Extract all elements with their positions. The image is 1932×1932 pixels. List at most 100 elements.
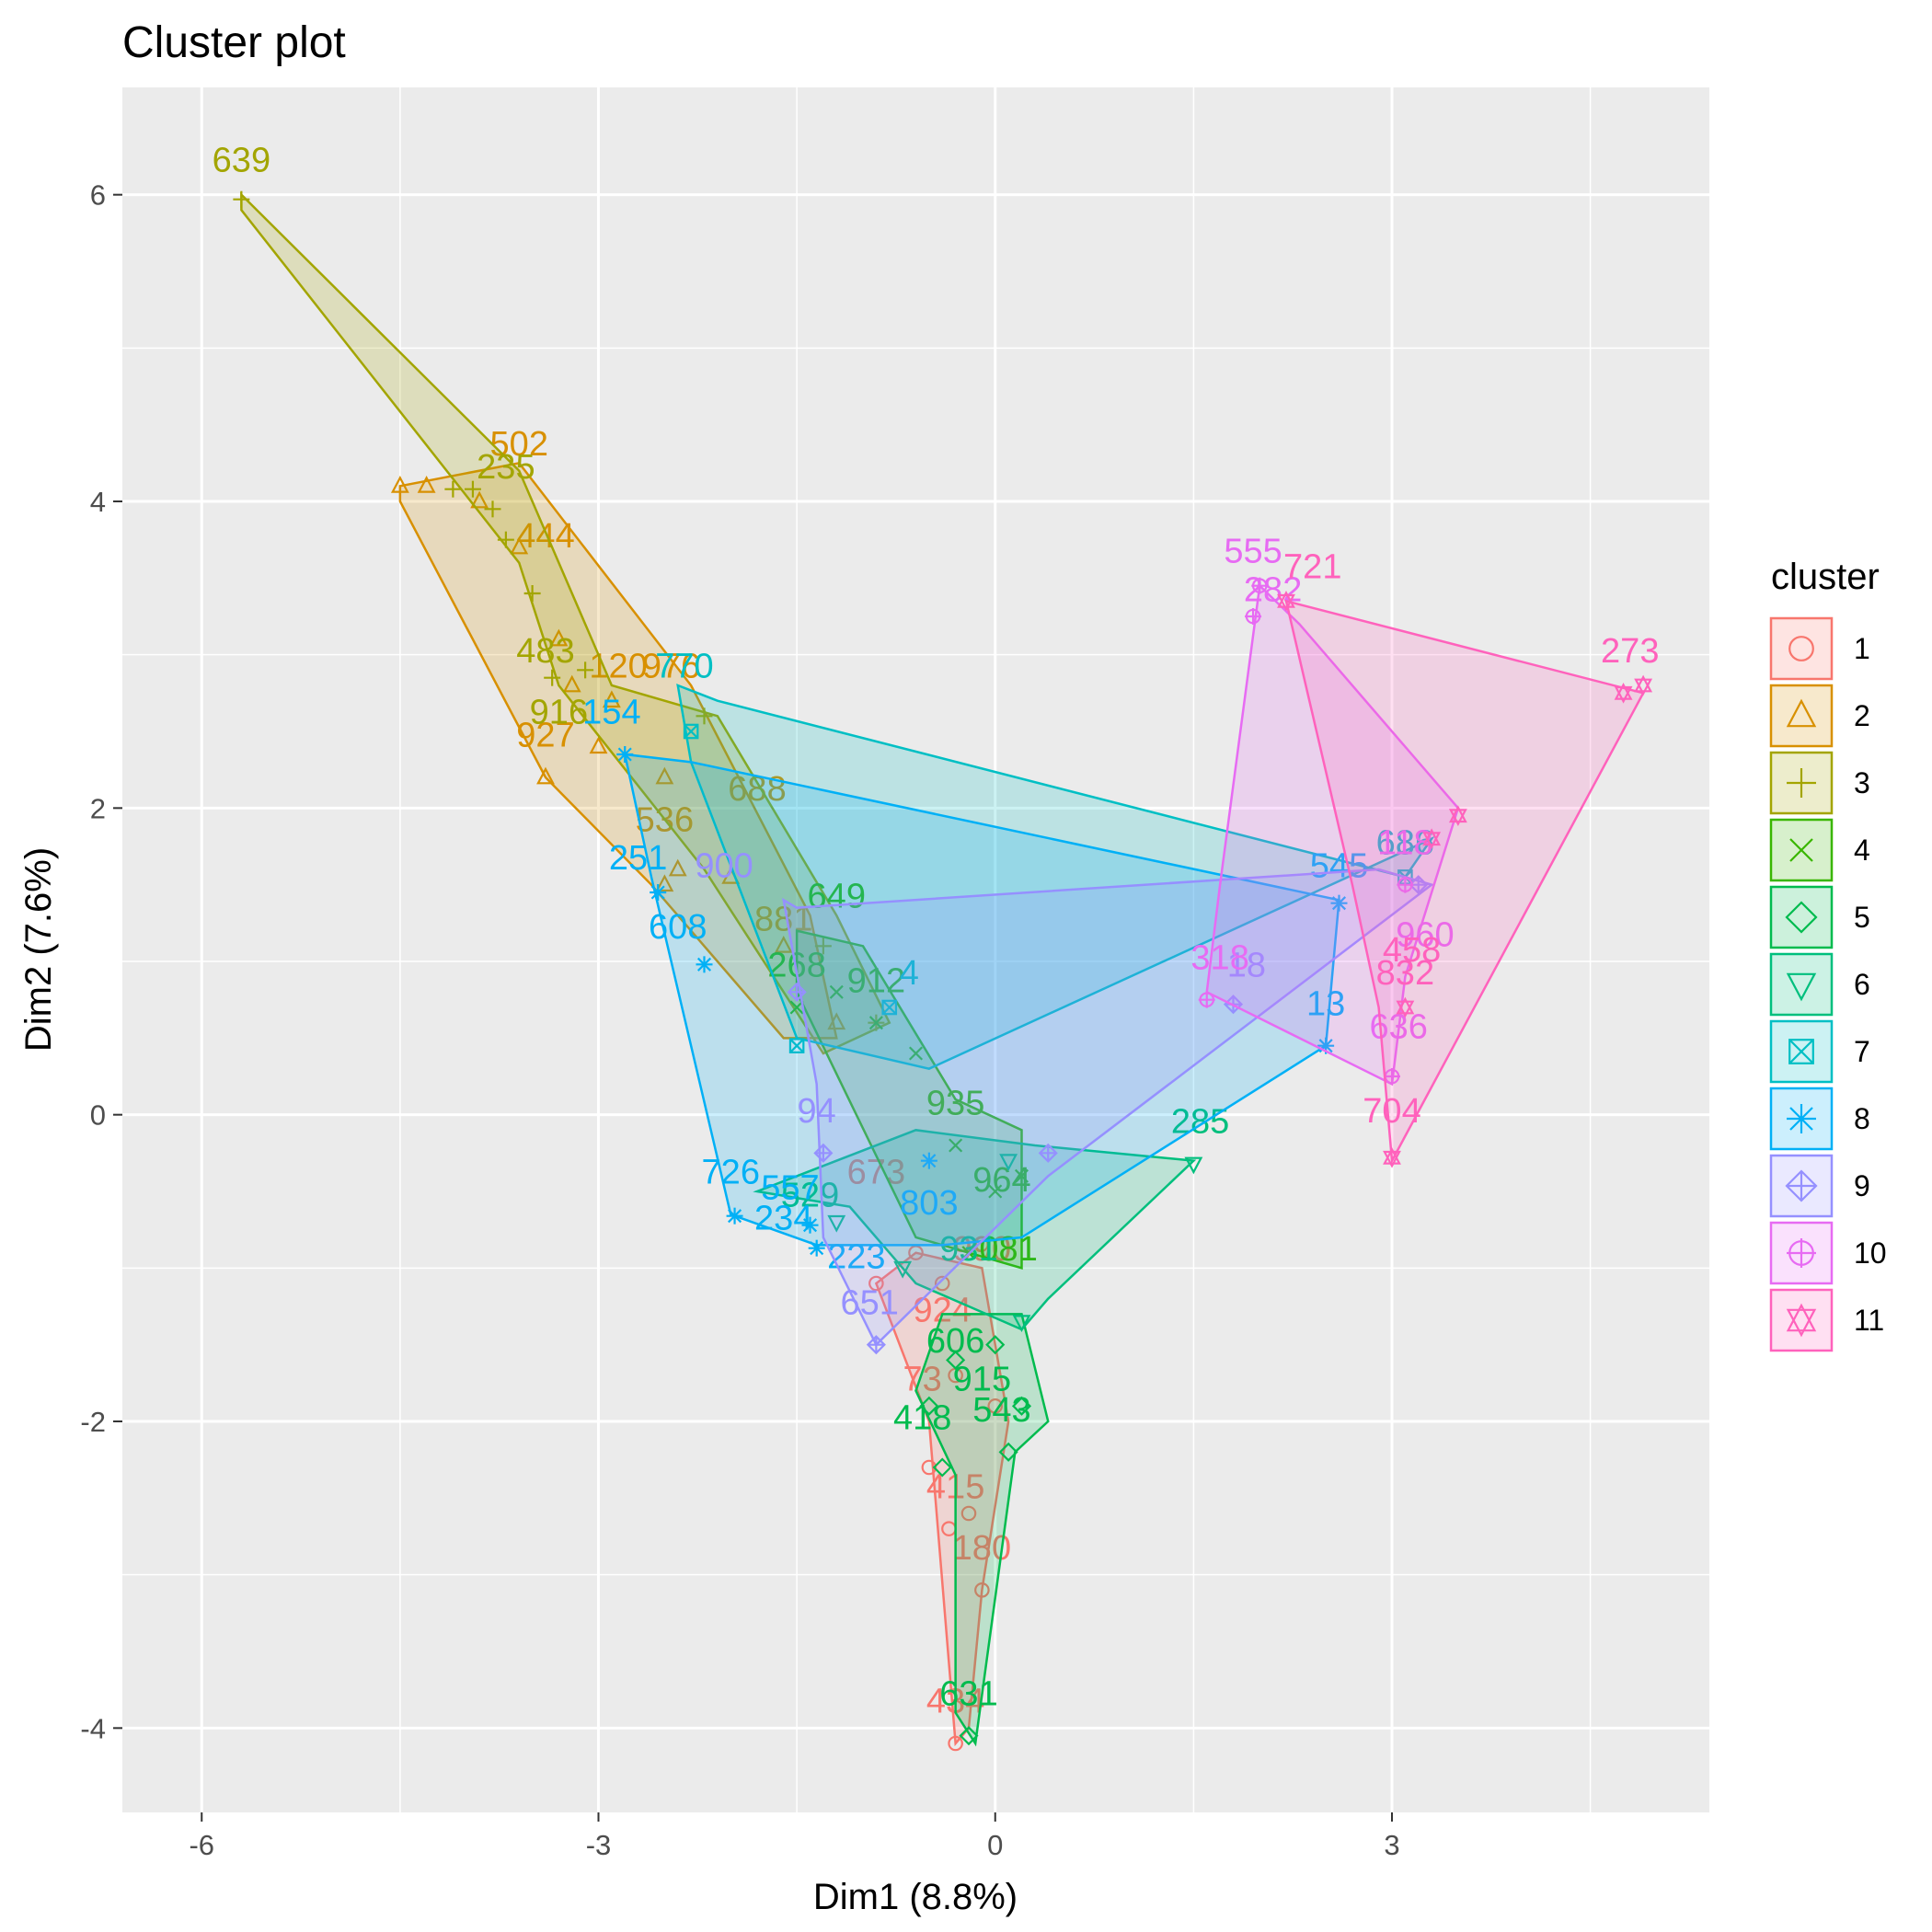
y-tick-label: 2: [90, 792, 106, 824]
cluster-6-point: [827, 1214, 846, 1233]
cluster-1-point: [974, 1582, 990, 1598]
legend: 1 2 3 4 5 6 7 8 9 10 11: [1769, 616, 1887, 1352]
cluster-9-hull: [782, 868, 1434, 1347]
cluster-3-group: 639 235 483 916: [213, 142, 891, 1055]
cluster-5-point-label: 543: [972, 1391, 1030, 1430]
cluster-11-point-label: 273: [1601, 632, 1659, 671]
cluster-2-point-label: 444: [516, 517, 574, 556]
cluster-5-point-label: 606: [926, 1322, 984, 1361]
legend-item-4: 4: [1769, 818, 1870, 882]
cluster-3-point-label: 916: [530, 694, 588, 732]
cluster-8-point-label: 154: [582, 694, 640, 732]
cluster-1-point-label: 673: [847, 1154, 905, 1192]
cluster-9-point-label: 94: [798, 1092, 836, 1131]
cluster-10-point: [1245, 608, 1262, 625]
cluster-9-group: 900 94 651 18: [695, 846, 1434, 1355]
cluster-8-point-label: 251: [609, 839, 667, 878]
legend-key-3-symbol: [1787, 768, 1816, 798]
cluster-11-point: [1396, 996, 1415, 1018]
cluster-9-point: [1038, 1143, 1058, 1163]
cluster-4-point-label: 912: [847, 961, 905, 1000]
cluster-9-point-label: 651: [840, 1283, 898, 1322]
legend-label-2: 2: [1854, 699, 1870, 732]
cluster-4-point-label: 081: [979, 1230, 1037, 1269]
cluster-11-point: [1383, 1146, 1401, 1168]
cluster-8-point: [726, 1207, 743, 1225]
legend-key-2-symbol: [1786, 698, 1817, 728]
legend-key-5-symbol: [1785, 901, 1818, 934]
cluster-5-point: [1011, 1396, 1032, 1416]
cluster-6-point: [1012, 1315, 1031, 1333]
cluster-3-point-label: 483: [516, 632, 574, 671]
cluster-10-hull: [1205, 583, 1460, 1087]
cluster-3-point-label: 639: [213, 142, 270, 180]
legend-key-7-symbol: [1788, 1039, 1814, 1064]
legend-item-10: 10: [1769, 1221, 1887, 1285]
cluster-8-point-label: 608: [649, 908, 707, 947]
cluster-3-point: [484, 500, 501, 518]
cluster-4-point: [949, 1138, 963, 1153]
cluster-8-point: [920, 1152, 937, 1169]
cluster-1-point: [960, 1505, 977, 1522]
cluster-8-point: [801, 1216, 819, 1234]
cluster-5-point: [946, 1350, 966, 1370]
cluster-4-point: [1014, 1168, 1029, 1183]
cluster-5-point-label: 915: [953, 1361, 1011, 1399]
legend-label-1: 1: [1854, 632, 1870, 665]
cluster-11-point: [1634, 674, 1653, 696]
cluster-5-point: [985, 1335, 1006, 1355]
legend-key-11: [1769, 1288, 1834, 1352]
cluster-5-point: [932, 1457, 952, 1478]
cluster-layer: 4341804156739909247350244412092797668853…: [213, 142, 1659, 1752]
legend-label-8: 8: [1854, 1102, 1870, 1135]
legend-label-10: 10: [1854, 1236, 1887, 1270]
cluster-8-point: [650, 884, 667, 901]
cluster-8-point-label: 234: [754, 1200, 812, 1238]
cluster-10-point: [1251, 577, 1269, 594]
cluster-4-point: [868, 1016, 883, 1030]
cluster-3-point: [523, 585, 541, 602]
cluster-8-point: [808, 1239, 825, 1257]
cluster-10-point-label: 318: [1190, 938, 1248, 977]
cluster-1-hull: [874, 1251, 1010, 1747]
y-axis-ticks: -4 -2 0 2 4 6: [80, 179, 122, 1744]
cluster-3-point: [233, 190, 250, 208]
cluster-2-point: [549, 628, 569, 647]
cluster-2-point-label: 502: [490, 425, 548, 464]
cluster-6-point: [893, 1260, 913, 1279]
y-tick-label: 4: [90, 486, 106, 518]
cluster-1-point: [934, 1275, 950, 1292]
cluster-11-point-label: 721: [1283, 547, 1341, 586]
cluster-3-point: [464, 480, 481, 498]
cluster-1-point: [868, 1275, 884, 1292]
legend-key-9-symbol: [1785, 1169, 1818, 1202]
y-tick-label: -4: [80, 1712, 106, 1744]
legend-key-1-symbol: [1788, 636, 1814, 661]
y-tick-label: -2: [80, 1406, 106, 1438]
cluster-6-point-label: 529: [781, 1177, 839, 1215]
legend-item-7: 7: [1769, 1019, 1870, 1084]
cluster-9-point-label: 18: [1227, 947, 1266, 985]
y-tick-label: 6: [90, 179, 106, 212]
cluster-8-point: [696, 956, 713, 973]
cluster-4-point-label: 935: [926, 1085, 984, 1123]
cluster-2-point: [589, 736, 608, 754]
legend-item-6: 6: [1769, 952, 1870, 1017]
cluster-4-point: [829, 984, 844, 999]
cluster-2-point: [417, 475, 436, 493]
cluster-2-point: [536, 766, 555, 785]
cluster-6-point: [1184, 1156, 1203, 1175]
cluster-11-point-label: 458: [1383, 931, 1441, 970]
cluster-7-point: [683, 723, 699, 740]
cluster-10-point-label: 118: [1377, 823, 1433, 862]
cluster-4-point-label: 649: [808, 878, 866, 916]
cluster-11-point-label: 832: [1376, 954, 1434, 993]
cluster-3-point-label: 235: [477, 448, 535, 487]
legend-label-6: 6: [1854, 968, 1870, 1001]
cluster-10-point: [1397, 876, 1414, 893]
cluster-2-point: [827, 1012, 846, 1030]
legend-key-6: [1769, 952, 1834, 1017]
